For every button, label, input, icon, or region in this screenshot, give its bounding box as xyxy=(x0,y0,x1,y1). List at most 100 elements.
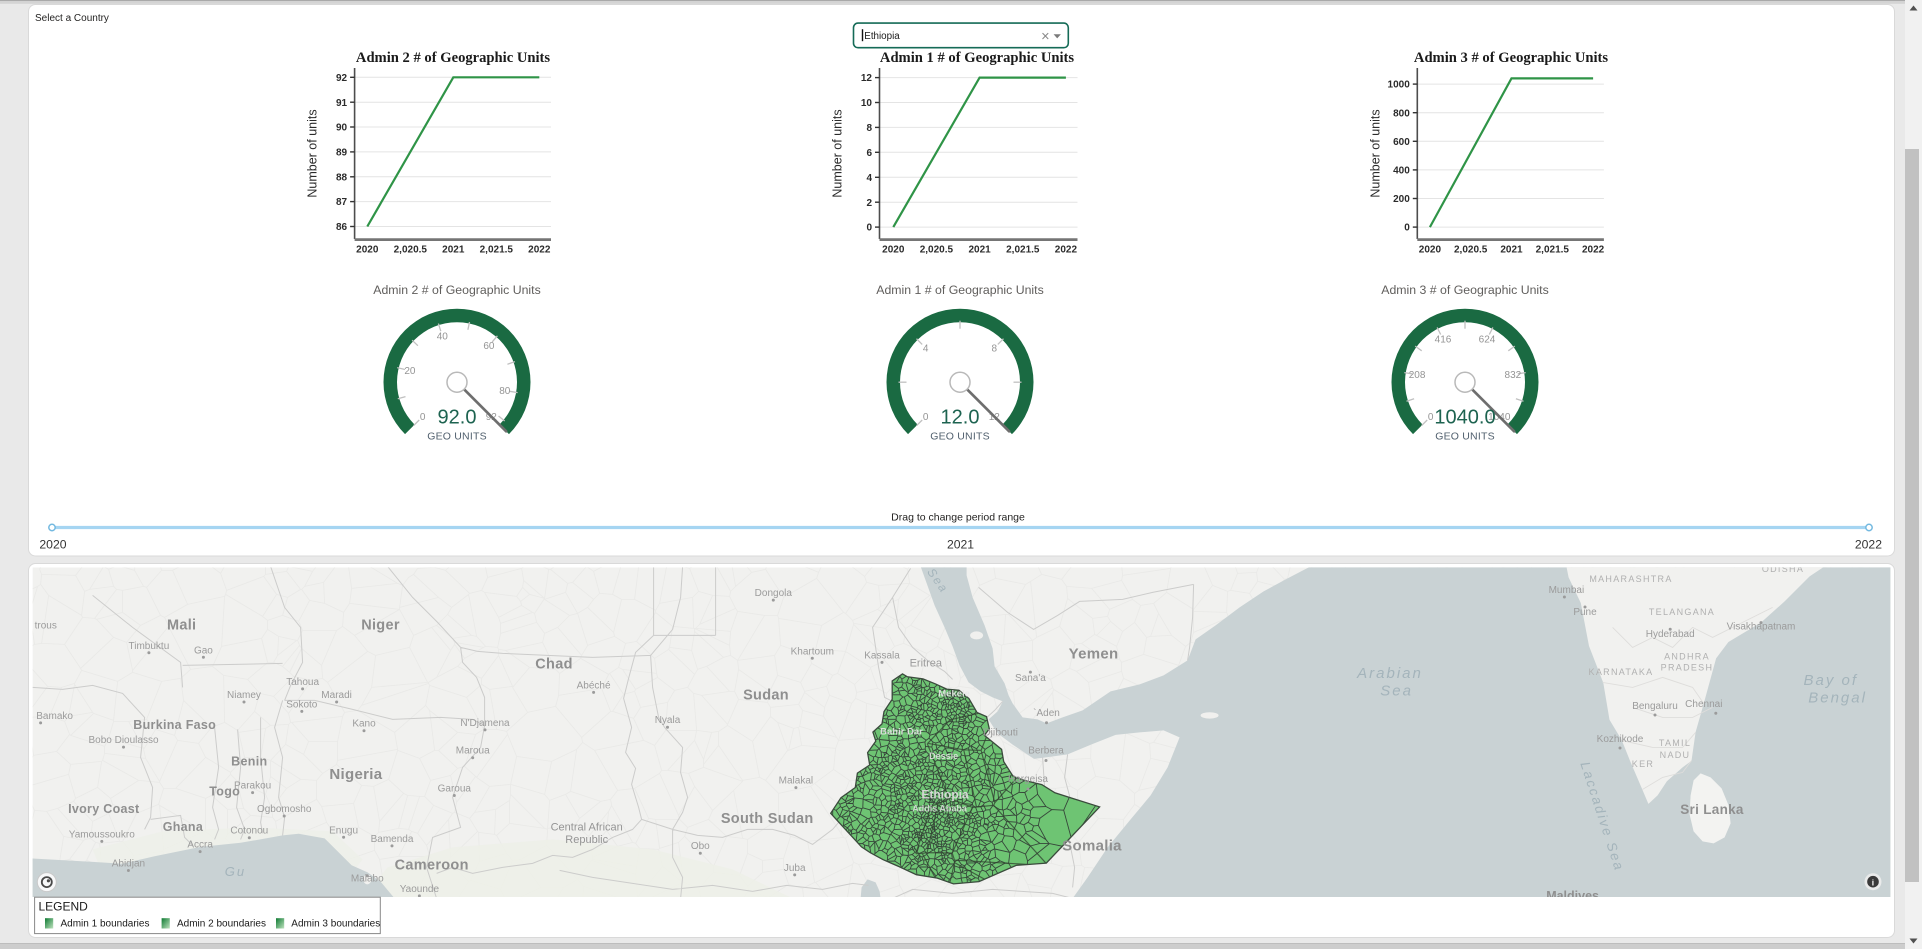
svg-text:South Sudan: South Sudan xyxy=(721,811,814,827)
svg-text:Number of units: Number of units xyxy=(1368,109,1382,197)
svg-text:GEO UNITS: GEO UNITS xyxy=(427,431,487,443)
svg-text:2021: 2021 xyxy=(947,538,974,552)
svg-text:Admin 3 # of Geographic Units: Admin 3 # of Geographic Units xyxy=(1381,283,1548,297)
svg-text:600: 600 xyxy=(1393,137,1410,148)
svg-text:4: 4 xyxy=(923,343,929,354)
svg-text:KARNATAKA: KARNATAKA xyxy=(1589,667,1654,677)
svg-text:Djibouti: Djibouti xyxy=(983,727,1018,739)
svg-text:2022: 2022 xyxy=(1582,244,1605,255)
svg-text:Kano: Kano xyxy=(352,719,376,730)
svg-text:1040.0: 1040.0 xyxy=(1434,407,1495,429)
svg-text:TAMIL: TAMIL xyxy=(1659,738,1691,748)
svg-text:2,021.5: 2,021.5 xyxy=(1006,244,1040,255)
svg-text:Select a Country: Select a Country xyxy=(35,13,109,24)
svg-text:Malakal: Malakal xyxy=(779,776,813,787)
svg-text:Kassala: Kassala xyxy=(864,650,900,661)
svg-text:Accra: Accra xyxy=(187,840,213,851)
svg-text:Drag to change period range: Drag to change period range xyxy=(891,512,1025,524)
svg-text:2021: 2021 xyxy=(442,244,465,255)
svg-text:Chad: Chad xyxy=(535,657,572,673)
svg-text:88: 88 xyxy=(336,172,348,183)
svg-text:60: 60 xyxy=(483,341,495,352)
svg-text:Niamey: Niamey xyxy=(227,690,261,701)
svg-text:Republic: Republic xyxy=(565,834,608,846)
svg-text:Visakhapatnam: Visakhapatnam xyxy=(1727,622,1796,633)
svg-text:GEO UNITS: GEO UNITS xyxy=(930,431,990,443)
svg-text:Burkina Faso: Burkina Faso xyxy=(133,718,216,732)
svg-text:2020: 2020 xyxy=(1419,244,1442,255)
svg-text:Bobo Dioulasso: Bobo Dioulasso xyxy=(88,735,158,746)
svg-text:Yaounde: Yaounde xyxy=(400,884,440,895)
svg-text:Maroua: Maroua xyxy=(456,746,490,757)
svg-text:Gu: Gu xyxy=(225,864,246,879)
svg-text:Pune: Pune xyxy=(1573,607,1597,618)
svg-text:20: 20 xyxy=(404,366,416,377)
svg-text:×: × xyxy=(1041,29,1049,45)
svg-text:Mumbai: Mumbai xyxy=(1549,585,1585,596)
svg-text:91: 91 xyxy=(336,98,348,109)
svg-text:90: 90 xyxy=(336,123,348,134)
svg-text:PRADESH: PRADESH xyxy=(1661,662,1714,672)
svg-text:Togo: Togo xyxy=(209,785,240,799)
svg-text:Bengaluru: Bengaluru xyxy=(1632,701,1678,712)
svg-text:TELANGANA: TELANGANA xyxy=(1649,607,1715,617)
svg-text:GEO UNITS: GEO UNITS xyxy=(1435,431,1495,443)
svg-text:2020: 2020 xyxy=(882,244,905,255)
svg-text:6: 6 xyxy=(866,148,872,159)
svg-text:800: 800 xyxy=(1393,108,1410,119)
svg-text:Ogbomosho: Ogbomosho xyxy=(257,804,312,815)
svg-text:Bahir Dar: Bahir Dar xyxy=(880,727,923,738)
svg-text:Admin 1 # of Geographic Units: Admin 1 # of Geographic Units xyxy=(876,283,1043,297)
svg-text:12.0: 12.0 xyxy=(941,407,980,429)
svg-text:Dessie: Dessie xyxy=(929,751,958,761)
svg-text:2020: 2020 xyxy=(39,538,66,552)
svg-text:12: 12 xyxy=(861,73,873,84)
svg-text:624: 624 xyxy=(1479,335,1496,346)
svg-text:92: 92 xyxy=(336,73,348,84)
svg-text:Enugu: Enugu xyxy=(329,825,358,836)
svg-text:92.0: 92.0 xyxy=(438,407,477,429)
svg-text:Ivory Coast: Ivory Coast xyxy=(68,802,140,816)
svg-text:LEGEND: LEGEND xyxy=(39,900,89,914)
svg-text:Somalia: Somalia xyxy=(1062,837,1122,854)
svg-text:Admin 3 boundaries: Admin 3 boundaries xyxy=(291,919,380,930)
svg-text:Tahoua: Tahoua xyxy=(286,677,319,688)
svg-text:86: 86 xyxy=(336,222,348,233)
svg-text:89: 89 xyxy=(336,148,348,159)
svg-text:2,021.5: 2,021.5 xyxy=(480,244,514,255)
svg-text:10: 10 xyxy=(861,98,873,109)
svg-text:8: 8 xyxy=(866,123,872,134)
svg-text:Garoua: Garoua xyxy=(438,784,472,795)
svg-text:Admin 1 # of Geographic Units: Admin 1 # of Geographic Units xyxy=(880,50,1075,66)
svg-text:Gao: Gao xyxy=(194,645,213,656)
svg-text:2,021.5: 2,021.5 xyxy=(1536,244,1570,255)
svg-text:2,020.5: 2,020.5 xyxy=(920,244,954,255)
svg-text:Bay of: Bay of xyxy=(1804,672,1859,689)
svg-text:ANDHRA: ANDHRA xyxy=(1664,651,1710,661)
svg-text:MAHARASHTRA: MAHARASHTRA xyxy=(1589,574,1672,584)
svg-text:400: 400 xyxy=(1393,166,1410,177)
svg-text:Abéché: Abéché xyxy=(577,680,611,691)
svg-text:Mali: Mali xyxy=(167,618,196,634)
svg-text:2: 2 xyxy=(866,198,872,209)
svg-text:2,020.5: 2,020.5 xyxy=(1454,244,1488,255)
svg-text:Niger: Niger xyxy=(361,618,400,634)
svg-text:`Aden: `Aden xyxy=(1033,707,1060,719)
svg-text:Khartoum: Khartoum xyxy=(791,646,834,657)
svg-text:2,020.5: 2,020.5 xyxy=(394,244,428,255)
svg-text:Sokoto: Sokoto xyxy=(286,699,318,710)
svg-text:Admin 2 boundaries: Admin 2 boundaries xyxy=(177,919,266,930)
svg-text:Dongola: Dongola xyxy=(755,588,793,599)
svg-text:Abidjan: Abidjan xyxy=(112,859,145,870)
svg-text:Sana'a: Sana'a xyxy=(1015,673,1046,684)
svg-text:Admin 2 # of Geographic Units: Admin 2 # of Geographic Units xyxy=(356,50,551,66)
svg-text:Timbuktu: Timbuktu xyxy=(129,641,170,652)
svg-text:832: 832 xyxy=(1505,370,1522,381)
svg-text:Nigeria: Nigeria xyxy=(329,766,382,783)
svg-text:200: 200 xyxy=(1393,194,1410,205)
svg-text:2022: 2022 xyxy=(1855,538,1882,552)
svg-text:Ethiopia: Ethiopia xyxy=(864,31,900,42)
svg-text:i: i xyxy=(1872,878,1874,888)
svg-text:Chennai: Chennai xyxy=(1685,699,1722,710)
svg-text:NADU: NADU xyxy=(1660,750,1691,760)
